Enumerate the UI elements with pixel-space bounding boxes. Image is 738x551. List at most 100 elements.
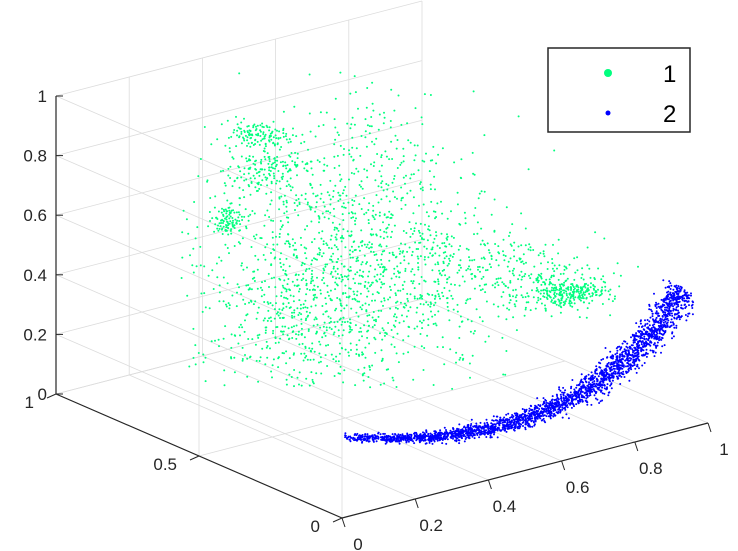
series-1-point <box>354 298 357 301</box>
series-1-point <box>243 173 246 176</box>
series-1-point <box>334 288 337 291</box>
series-1-point <box>368 285 371 288</box>
series-1-point <box>373 143 376 146</box>
series-1-point <box>252 126 255 129</box>
series-1-point <box>337 334 340 337</box>
series-1-point <box>333 375 336 377</box>
series-1-point <box>545 278 548 281</box>
series-1-point <box>312 294 315 297</box>
y-tick-label: 1 <box>25 393 34 412</box>
series-1-point <box>334 281 337 284</box>
series-1-point <box>226 226 229 229</box>
series-2-point <box>642 349 645 352</box>
series-1-point <box>428 229 431 232</box>
series-1-point <box>314 289 316 291</box>
series-2-point <box>475 424 478 427</box>
series-2-point <box>658 314 661 317</box>
series-1-point <box>552 287 555 290</box>
series-1-point <box>318 216 321 219</box>
series-2-point <box>633 349 636 352</box>
series-1-point <box>513 267 515 270</box>
series-2-point <box>542 397 545 400</box>
series-1-point <box>359 292 362 295</box>
series-1-point <box>273 317 276 320</box>
series-2-point <box>665 318 668 321</box>
series-1-point <box>573 290 576 293</box>
series-1-point <box>322 276 325 279</box>
series-1-point <box>238 220 241 222</box>
series-1-point <box>279 136 282 139</box>
series-1-point <box>338 223 341 226</box>
series-1-point <box>619 274 622 277</box>
series-1-point <box>390 88 393 91</box>
series-1-point <box>399 163 402 166</box>
series-1-point <box>372 109 375 112</box>
series-1-point <box>238 136 241 139</box>
series-1-point <box>253 280 256 282</box>
series-1-point <box>509 243 512 246</box>
series-1-point <box>246 144 248 147</box>
grid-line <box>55 155 343 280</box>
series-2-point <box>673 326 676 329</box>
series-1-point <box>424 223 426 226</box>
series-1-point <box>305 169 308 172</box>
series-1-point <box>298 290 300 293</box>
series-1-point <box>344 246 347 249</box>
series-1-point <box>400 199 403 202</box>
series-1-point <box>275 235 277 238</box>
series-1-point <box>551 286 553 289</box>
series-1-point <box>310 305 313 308</box>
series-1-point <box>493 198 496 201</box>
series-1-point <box>246 139 249 142</box>
series-2-point <box>683 289 686 292</box>
series-2-point <box>589 376 592 379</box>
series-1-point <box>285 210 288 213</box>
series-1-point <box>321 305 324 307</box>
z-tick-label: 0.4 <box>23 266 47 285</box>
series-1-point <box>445 255 448 258</box>
series-1-point <box>365 262 368 265</box>
series-2-point <box>488 431 491 434</box>
series-1-point <box>380 349 383 352</box>
series-1-point <box>565 279 568 282</box>
series-1-point <box>337 329 340 332</box>
series-1-point <box>224 217 226 220</box>
series-1-point <box>316 285 319 288</box>
series-1-point <box>244 208 247 211</box>
series-2-point <box>552 402 554 405</box>
series-1-point <box>452 253 455 255</box>
series-2-point <box>617 370 620 373</box>
series-1-point <box>581 297 583 300</box>
series-2-point <box>496 415 499 418</box>
series-2-point <box>612 376 615 379</box>
series-1-point <box>450 210 452 213</box>
series-2-point <box>612 365 615 368</box>
series-1-point <box>396 167 399 169</box>
series-1-point <box>200 292 203 295</box>
series-1-point <box>236 291 238 294</box>
series-1-point <box>353 200 356 202</box>
series-2-point <box>637 355 640 358</box>
series-1-point <box>351 199 354 201</box>
series-1-point <box>254 237 257 240</box>
series-1-point <box>591 299 594 302</box>
series-2-point <box>414 434 417 437</box>
series-1-point <box>235 115 237 118</box>
series-1-point <box>290 189 292 192</box>
series-1-point <box>331 276 334 278</box>
series-2-point <box>372 438 375 441</box>
series-1-point <box>270 180 273 183</box>
series-2-point <box>653 292 655 295</box>
series-1-point <box>282 164 285 167</box>
series-1-point <box>590 282 592 285</box>
series-1-point <box>578 298 581 301</box>
series-1-point <box>478 192 481 195</box>
series-1-point <box>261 125 264 128</box>
series-2-point <box>608 373 611 376</box>
grid-line <box>55 0 423 97</box>
series-1-point <box>441 269 444 272</box>
series-1-point <box>326 365 329 367</box>
series-1-point <box>309 358 312 361</box>
series-1-point <box>529 246 532 249</box>
series-1-point <box>319 289 322 292</box>
